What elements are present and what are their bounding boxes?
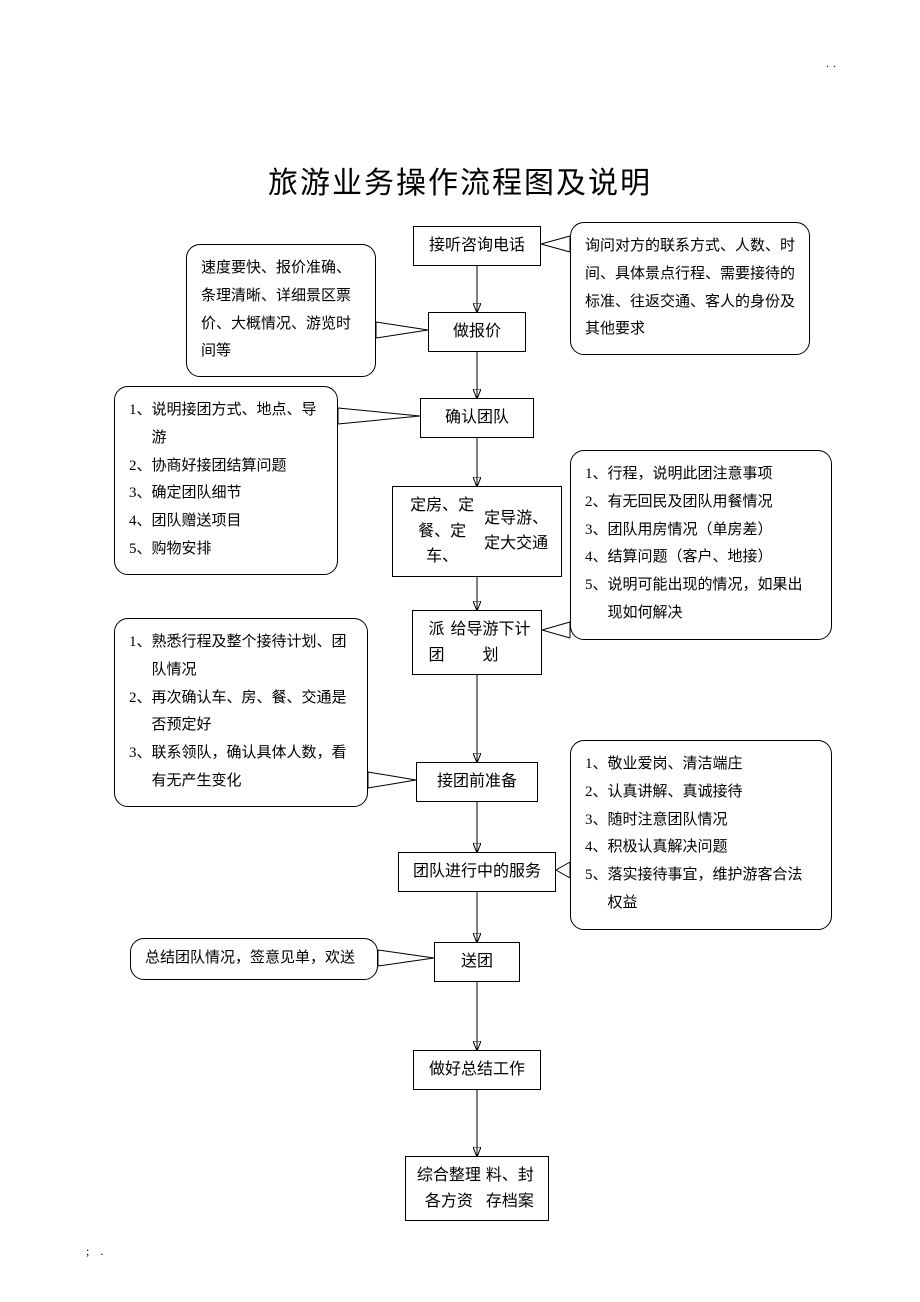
corner-marks-top: .. (826, 56, 840, 71)
callout-c5: 1、熟悉行程及整个接待计划、团队情况2、再次确认车、房、餐、交通是否预定好3、联… (114, 618, 368, 807)
flow-node-n7: 团队进行中的服务 (398, 852, 556, 892)
corner-marks-bottom: ; . (86, 1244, 107, 1259)
flow-node-n10: 综合整理各方资料、封存档案 (405, 1156, 549, 1221)
callout-c3: 1、说明接团方式、地点、导游2、协商好接团结算问题3、确定团队细节4、团队赠送项… (114, 386, 338, 575)
callout-c2: 速度要快、报价准确、条理清晰、详细景区票价、大概情况、游览时间等 (186, 244, 376, 377)
flow-node-n9: 做好总结工作 (413, 1050, 541, 1090)
flow-node-n8: 送团 (434, 942, 520, 982)
flow-node-n2: 做报价 (428, 312, 526, 352)
flow-node-n5: 派团给导游下计划 (412, 610, 542, 675)
page-title: 旅游业务操作流程图及说明 (0, 158, 920, 202)
flow-node-n1: 接听咨询电话 (413, 226, 541, 266)
flow-node-n4: 定房、定餐、定车、定导游、定大交通 (392, 486, 562, 577)
callout-c4: 1、行程，说明此团注意事项2、有无回民及团队用餐情况3、团队用房情况（单房差）4… (570, 450, 832, 640)
callout-c1: 询问对方的联系方式、人数、时间、具体景点行程、需要接待的标准、往返交通、客人的身… (570, 222, 810, 355)
flow-node-n6: 接团前准备 (416, 762, 538, 802)
callout-c6: 1、敬业爱岗、清洁端庄2、认真讲解、真诚接待3、随时注意团队情况4、积极认真解决… (570, 740, 832, 930)
callout-c7: 总结团队情况，签意见单，欢送 (130, 938, 378, 980)
flow-node-n3: 确认团队 (420, 398, 534, 438)
